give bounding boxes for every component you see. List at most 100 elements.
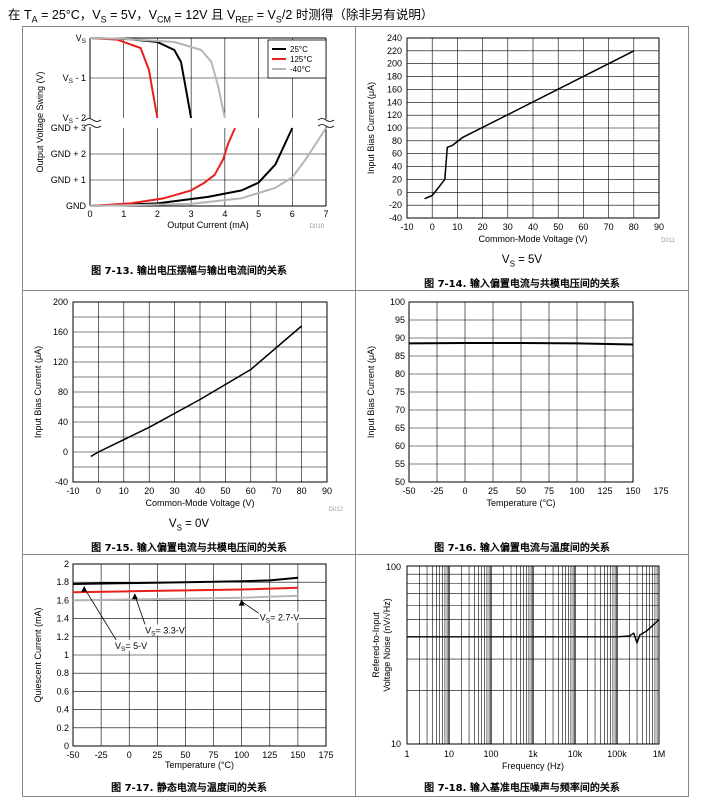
f16-y-tick-label: 100: [390, 297, 405, 307]
f15-x-tick-label: 40: [195, 486, 205, 496]
f15-y-axis-label: Input Bias Current (μA): [33, 346, 43, 438]
f14-x-tick-label: 50: [553, 222, 563, 232]
f15-x-tick-label: 20: [144, 486, 154, 496]
f13-legend-label: -40°C: [290, 65, 311, 74]
f17-x-axis-label: Temperature (°C): [165, 760, 234, 770]
f13-break-mark-right2: [317, 124, 335, 128]
f17-series-2: [72, 594, 298, 602]
f14-y-tick-label: 60: [392, 149, 402, 159]
grid-border-top: [22, 26, 689, 27]
f14-figure-code: D011: [661, 238, 676, 244]
grid-divider-row1: [22, 290, 689, 291]
chart-quiescent-vs-temp: -50 -25 0 25 50 75 100 125 150 175 0 0.2 0.4 0.6 0.8 1 1…: [33, 559, 334, 770]
f13-legend-label: 125°C: [290, 55, 313, 64]
f17-y-tick-label: 0.2: [56, 723, 69, 733]
f14-y-tick-label: 20: [392, 174, 402, 184]
f14-y-axis-label: Input Bias Current (μA): [366, 82, 376, 174]
f13-figure-code: D010: [310, 224, 325, 230]
f14-y-tick-label: 200: [387, 59, 402, 69]
f16-y-tick-label: 85: [395, 351, 405, 361]
f13-legend-label: 25°C: [290, 45, 308, 54]
condition-fig-7-14: VS = 5V: [501, 254, 543, 269]
f15-plot-frame: [72, 301, 328, 483]
f17-y-tick-label: 1: [64, 650, 69, 660]
f17-annotation-label: VS= 2.7-V: [260, 613, 300, 625]
f13-axis-break: [86, 119, 330, 127]
f14-y-tick-label: 140: [387, 97, 402, 107]
f17-x-tick-label: 150: [290, 750, 305, 760]
f14-y-tick-label: 180: [387, 72, 402, 82]
f16-y-tick-label: 90: [395, 333, 405, 343]
f14-y-tick-label: 100: [387, 123, 402, 133]
f16-x-tick-label: 75: [544, 486, 554, 496]
f13-y-tick-label: GND + 1: [51, 175, 86, 185]
f17-x-tick-label: 50: [180, 750, 190, 760]
f17-annotation-arrowhead: [238, 599, 245, 606]
f17-annotation-bg: [144, 624, 185, 636]
f17-series-1: [72, 586, 298, 594]
f18-x-tick-label: 100k: [607, 749, 627, 759]
f17-y-tick-label: 2: [64, 559, 69, 569]
f14-x-tick-label: 70: [604, 222, 614, 232]
chart-bias-vs-temp: -50 -25 0 25 50 75 100 125 150 175 50 55 60 65 70 75 80 8…: [366, 297, 669, 508]
f17-y-tick-label: 1.2: [56, 632, 69, 642]
f13-y-tick-label: VS - 1: [63, 73, 86, 85]
f14-y-tick-label: -40: [389, 213, 402, 223]
f15-x-tick-label: 60: [246, 486, 256, 496]
f15-x-tick-label: 80: [297, 486, 307, 496]
f17-annotation-label: VS= 5-V: [115, 641, 147, 653]
f13-series-bottom-0: [89, 127, 294, 207]
f13-break-mark-right: [317, 118, 335, 122]
f17-x-tick-label: 175: [318, 750, 333, 760]
f15-x-tick-label: 90: [322, 486, 332, 496]
f16-x-tick-label: -25: [430, 486, 443, 496]
f18-x-tick-label: 1k: [528, 749, 538, 759]
caption-fig-7-16: 图 7-16. 输入偏置电流与温度间的关系: [434, 543, 610, 554]
caption-fig-7-14: 图 7-14. 输入偏置电流与共模电压间的关系: [424, 279, 620, 290]
f17-x-tick-label: 100: [234, 750, 249, 760]
f16-y-tick-label: 55: [395, 459, 405, 469]
f13-series-bottom-2: [89, 127, 327, 207]
f17-annotation-arrowhead: [81, 585, 88, 592]
f17-y-tick-label: 0.4: [56, 705, 69, 715]
caption-fig-7-15: 图 7-15. 输入偏置电流与共模电压间的关系: [91, 543, 287, 554]
f15-x-tick-label: -10: [66, 486, 79, 496]
f14-x-tick-label: -10: [400, 222, 413, 232]
f17-x-tick-label: 75: [209, 750, 219, 760]
f17-y-tick-label: 1.4: [56, 614, 69, 624]
f14-y-tick-label: 240: [387, 33, 402, 43]
f13-y-tick-label: VS: [76, 33, 87, 45]
f13-x-tick-label: 3: [189, 209, 194, 219]
f14-series: [424, 50, 635, 200]
f18-x-tick-label: 10: [444, 749, 454, 759]
f14-y-tick-label: 80: [392, 136, 402, 146]
f16-x-tick-label: 50: [516, 486, 526, 496]
f16-x-tick-label: 25: [488, 486, 498, 496]
f18-y-tick-label: 100: [386, 562, 401, 572]
f15-y-tick-label: 200: [53, 297, 68, 307]
f16-y-tick-label: 70: [395, 405, 405, 415]
f14-x-axis-label: Common-Mode Voltage (V): [478, 234, 587, 244]
f14-y-tick-label: 0: [397, 187, 402, 197]
f17-y-tick-label: 1.8: [56, 577, 69, 587]
condition-header: 在 TA = 25°C，VS = 5V，VCM = 12V 且 VREF = V…: [8, 8, 434, 25]
f18-y-tick-label: 10: [391, 739, 401, 749]
f16-x-tick-label: 0: [462, 486, 467, 496]
f13-x-tick-label: 6: [290, 209, 295, 219]
chart-bias-vs-cm-5v: -10 0 10 20 30 40 50 60 70 80 90 -40 -20 0 20 40 60 80 100…: [366, 33, 676, 244]
f18-x-tick-label: 1M: [653, 749, 666, 759]
f17-y-tick-label: 0.6: [56, 686, 69, 696]
f15-figure-code: D012: [329, 507, 344, 512]
caption-fig-7-18: 图 7-18. 输入基准电压噪声与频率间的关系: [424, 783, 620, 794]
f15-x-tick-label: 70: [271, 486, 281, 496]
f14-plot-frame: [406, 37, 660, 219]
f14-x-tick-label: 60: [578, 222, 588, 232]
f14-x-tick-label: 20: [478, 222, 488, 232]
f17-y-tick-label: 0.8: [56, 668, 69, 678]
f14-x-tick-label: 30: [503, 222, 513, 232]
caption-fig-7-17: 图 7-17. 静态电流与温度间的关系: [111, 783, 267, 794]
f17-annotation-arrow: [134, 595, 147, 628]
f16-plot-frame: [408, 301, 634, 483]
f15-y-tick-label: 80: [58, 387, 68, 397]
f15-y-tick-label: 120: [53, 357, 68, 367]
